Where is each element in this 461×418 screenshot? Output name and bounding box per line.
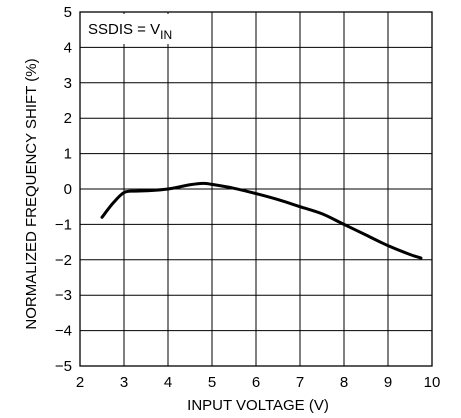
y-tick-label: 1 bbox=[64, 146, 72, 163]
x-tick-label: 8 bbox=[340, 374, 348, 391]
annotation-main: SSDIS = V bbox=[88, 21, 160, 38]
annotation-subscript: IN bbox=[160, 28, 172, 42]
grid-lines bbox=[80, 12, 432, 366]
x-tick-label: 5 bbox=[208, 374, 216, 391]
y-tick-label: −5 bbox=[55, 358, 72, 375]
x-axis-title: INPUT VOLTAGE (V) bbox=[187, 397, 329, 414]
y-axis-title: NORMALIZED FREQUENCY SHIFT (%) bbox=[23, 58, 40, 329]
y-tick-label: −3 bbox=[55, 287, 72, 304]
x-tick-label: 4 bbox=[164, 374, 172, 391]
x-tick-label: 2 bbox=[76, 374, 84, 391]
x-tick-label: 3 bbox=[120, 374, 128, 391]
x-tick-label: 10 bbox=[424, 374, 441, 391]
x-tick-label: 9 bbox=[384, 374, 392, 391]
y-tick-label: 2 bbox=[64, 110, 72, 127]
y-tick-label: −4 bbox=[55, 323, 72, 340]
annotation-text: SSDIS = VIN bbox=[88, 21, 172, 42]
y-tick-label: −1 bbox=[55, 216, 72, 233]
x-tick-label: 6 bbox=[252, 374, 260, 391]
plot-frame bbox=[79, 11, 433, 367]
annotation-box bbox=[82, 14, 186, 44]
y-tick-label: 5 bbox=[64, 4, 72, 21]
y-tick-label: 3 bbox=[64, 75, 72, 92]
y-tick-label: 0 bbox=[64, 181, 72, 198]
y-tick-label: −2 bbox=[55, 252, 72, 269]
x-tick-label: 7 bbox=[296, 374, 304, 391]
y-tick-label: 4 bbox=[64, 39, 72, 56]
series-line bbox=[100, 181, 423, 260]
